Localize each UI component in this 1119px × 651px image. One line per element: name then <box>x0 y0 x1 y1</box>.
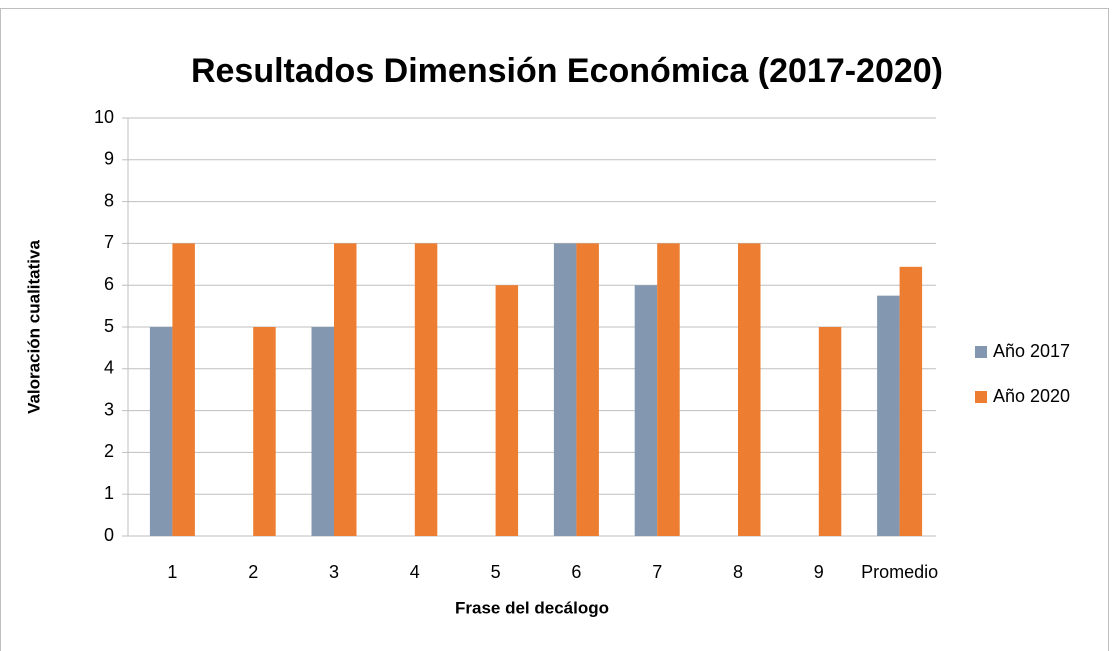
y-tick-label: 6 <box>104 274 114 294</box>
legend-swatch <box>975 391 987 403</box>
x-tick-label: 1 <box>167 562 177 582</box>
bar <box>738 243 761 536</box>
x-tick-label: 2 <box>248 562 258 582</box>
bar <box>172 243 195 536</box>
legend-label: Año 2017 <box>993 341 1070 361</box>
chart-border <box>0 8 1109 651</box>
x-tick-label: 3 <box>329 562 339 582</box>
y-tick-label: 8 <box>104 190 114 210</box>
y-axis-title: Valoración cualitativa <box>24 240 43 414</box>
bar <box>149 327 173 536</box>
bar <box>576 243 599 536</box>
bar <box>634 285 658 536</box>
y-tick-label: 7 <box>104 232 114 252</box>
y-tick-label: 4 <box>104 358 114 378</box>
legend-swatch <box>975 346 987 358</box>
y-tick-label: 0 <box>104 525 114 545</box>
y-tick-label: 10 <box>94 107 114 127</box>
y-tick-label: 3 <box>104 399 114 419</box>
bar <box>657 243 680 536</box>
y-tick-label: 9 <box>104 149 114 169</box>
y-tick-label: 1 <box>104 483 114 503</box>
x-tick-label: 8 <box>733 562 743 582</box>
x-tick-label: 9 <box>814 562 824 582</box>
bar <box>334 243 357 536</box>
bar <box>877 295 900 536</box>
chart-title: Resultados Dimensión Económica (2017-202… <box>191 52 943 90</box>
x-tick-label: 5 <box>491 562 501 582</box>
y-tick-label: 5 <box>104 316 114 336</box>
bar <box>495 285 519 536</box>
bar <box>553 243 577 536</box>
x-tick-label: 4 <box>410 562 420 582</box>
legend-label: Año 2020 <box>993 386 1070 406</box>
bar <box>253 327 276 536</box>
bar <box>311 327 334 536</box>
x-axis-title: Frase del decálogo <box>455 598 609 617</box>
x-tick-label: 7 <box>652 562 662 582</box>
y-tick-label: 2 <box>104 441 114 461</box>
bar <box>818 327 842 536</box>
bar <box>899 266 923 536</box>
bar <box>414 243 438 536</box>
x-tick-label: Promedio <box>861 562 938 582</box>
x-tick-label: 6 <box>571 562 581 582</box>
